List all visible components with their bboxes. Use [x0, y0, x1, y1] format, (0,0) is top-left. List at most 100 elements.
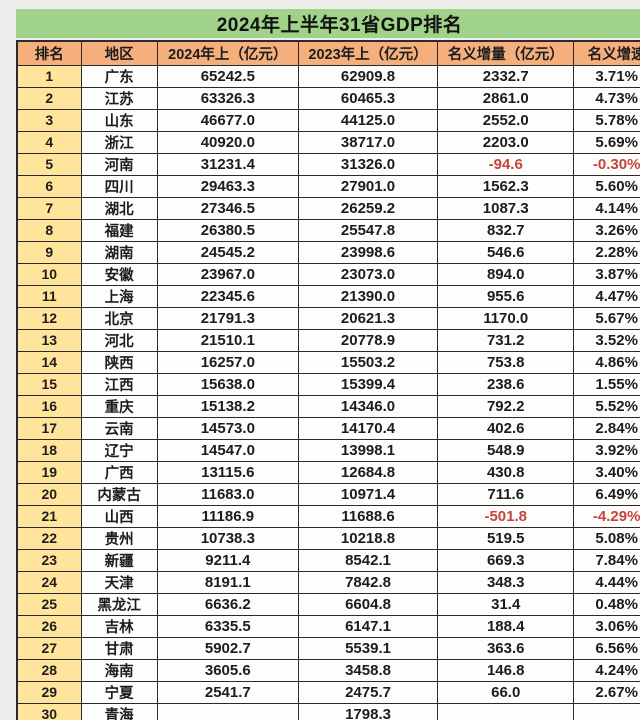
cell-gdp-2023: 25547.8: [297, 218, 439, 242]
cell-nominal-rate: 5.67%: [573, 306, 640, 330]
gdp-ranking-table: 2024年上半年31省GDP排名 排名 地区 2024年上（亿元） 2023年上…: [16, 9, 640, 720]
cell-nominal-rate: 5.08%: [573, 526, 640, 550]
cell-nominal-gain: 955.6: [437, 284, 575, 308]
cell-nominal-rate: 4.86%: [573, 350, 640, 374]
table-row: 6 四川 29463.3 27901.0 1562.3 5.60%: [16, 174, 640, 198]
cell-nominal-rate: -4.29%: [573, 504, 640, 528]
cell-nominal-gain: 894.0: [437, 262, 575, 286]
cell-gdp-2024: 8191.1: [156, 570, 299, 594]
cell-region: 浙江: [80, 130, 158, 154]
cell-rank: 9: [16, 240, 82, 264]
table-row: 19 广西 13115.6 12684.8 430.8 3.40%: [16, 460, 640, 484]
cell-gdp-2023: 31326.0: [297, 152, 439, 176]
cell-nominal-gain: 711.6: [437, 482, 575, 506]
table-row: 26 吉林 6335.5 6147.1 188.4 3.06%: [16, 614, 640, 638]
table-row: 25 黑龙江 6636.2 6604.8 31.4 0.48%: [16, 592, 640, 616]
cell-nominal-rate: 3.06%: [573, 614, 640, 638]
cell-nominal-rate: 3.87%: [573, 262, 640, 286]
cell-rank: 28: [16, 658, 82, 682]
cell-nominal-rate: -0.30%: [573, 152, 640, 176]
cell-gdp-2024: 13115.6: [156, 460, 299, 484]
cell-gdp-2023: 13998.1: [297, 438, 439, 462]
table-row: 7 湖北 27346.5 26259.2 1087.3 4.14%: [16, 196, 640, 220]
cell-nominal-gain: 402.6: [437, 416, 575, 440]
cell-region: 海南: [80, 658, 158, 682]
cell-nominal-gain: 753.8: [437, 350, 575, 374]
cell-rank: 3: [16, 108, 82, 132]
cell-rank: 26: [16, 614, 82, 638]
cell-gdp-2023: 10218.8: [297, 526, 439, 550]
cell-nominal-rate: 2.67%: [573, 680, 640, 704]
cell-nominal-gain: 31.4: [437, 592, 575, 616]
cell-gdp-2023: 14170.4: [297, 416, 439, 440]
cell-rank: 18: [16, 438, 82, 462]
cell-gdp-2023: 62909.8: [297, 64, 439, 88]
cell-region: 湖北: [80, 196, 158, 220]
cell-nominal-gain: -501.8: [437, 504, 575, 528]
cell-nominal-rate: 5.69%: [573, 130, 640, 154]
table-row: 1 广东 65242.5 62909.8 2332.7 3.71%: [16, 64, 640, 88]
cell-region: 重庆: [80, 394, 158, 418]
cell-gdp-2023: 60465.3: [297, 86, 439, 110]
cell-gdp-2023: 20621.3: [297, 306, 439, 330]
cell-nominal-gain: 1087.3: [437, 196, 575, 220]
cell-nominal-gain: [437, 702, 575, 720]
cell-gdp-2023: 23998.6: [297, 240, 439, 264]
cell-rank: 23: [16, 548, 82, 572]
cell-nominal-rate: 1.55%: [573, 372, 640, 396]
cell-gdp-2024: 10738.3: [156, 526, 299, 550]
cell-gdp-2024: 14547.0: [156, 438, 299, 462]
cell-nominal-rate: 4.47%: [573, 284, 640, 308]
cell-nominal-rate: 7.84%: [573, 548, 640, 572]
cell-rank: 4: [16, 130, 82, 154]
cell-region: 山西: [80, 504, 158, 528]
table-row: 2 江苏 63326.3 60465.3 2861.0 4.73%: [16, 86, 640, 110]
cell-nominal-gain: 832.7: [437, 218, 575, 242]
cell-gdp-2024: 27346.5: [156, 196, 299, 220]
cell-gdp-2024: 15638.0: [156, 372, 299, 396]
cell-gdp-2023: 26259.2: [297, 196, 439, 220]
cell-region: 甘肃: [80, 636, 158, 660]
cell-nominal-rate: 3.40%: [573, 460, 640, 484]
cell-nominal-gain: 669.3: [437, 548, 575, 572]
table-row: 20 内蒙古 11683.0 10971.4 711.6 6.49%: [16, 482, 640, 506]
cell-gdp-2024: 6636.2: [156, 592, 299, 616]
cell-rank: 21: [16, 504, 82, 528]
cell-gdp-2024: 21510.1: [156, 328, 299, 352]
cell-rank: 10: [16, 262, 82, 286]
cell-gdp-2023: 6147.1: [297, 614, 439, 638]
cell-nominal-gain: 238.6: [437, 372, 575, 396]
cell-rank: 6: [16, 174, 82, 198]
cell-gdp-2024: 21791.3: [156, 306, 299, 330]
cell-rank: 13: [16, 328, 82, 352]
cell-nominal-rate: [573, 702, 640, 720]
cell-rank: 12: [16, 306, 82, 330]
cell-nominal-gain: 731.2: [437, 328, 575, 352]
cell-region: 安徽: [80, 262, 158, 286]
cell-gdp-2023: 3458.8: [297, 658, 439, 682]
cell-gdp-2024: [156, 702, 299, 720]
cell-gdp-2024: 46677.0: [156, 108, 299, 132]
cell-region: 河北: [80, 328, 158, 352]
cell-nominal-gain: 188.4: [437, 614, 575, 638]
cell-nominal-rate: 3.26%: [573, 218, 640, 242]
cell-rank: 11: [16, 284, 82, 308]
cell-region: 辽宁: [80, 438, 158, 462]
cell-nominal-gain: 146.8: [437, 658, 575, 682]
col-header-nominal-rate: 名义增速: [573, 40, 640, 66]
cell-region: 新疆: [80, 548, 158, 572]
cell-nominal-rate: 5.52%: [573, 394, 640, 418]
cell-nominal-rate: 4.24%: [573, 658, 640, 682]
cell-gdp-2023: 12684.8: [297, 460, 439, 484]
cell-gdp-2024: 16257.0: [156, 350, 299, 374]
cell-rank: 27: [16, 636, 82, 660]
cell-gdp-2024: 22345.6: [156, 284, 299, 308]
table-row: 17 云南 14573.0 14170.4 402.6 2.84%: [16, 416, 640, 440]
cell-gdp-2024: 29463.3: [156, 174, 299, 198]
cell-nominal-rate: 3.92%: [573, 438, 640, 462]
table-row: 13 河北 21510.1 20778.9 731.2 3.52%: [16, 328, 640, 352]
cell-rank: 1: [16, 64, 82, 88]
cell-nominal-gain: 430.8: [437, 460, 575, 484]
cell-nominal-gain: 2861.0: [437, 86, 575, 110]
cell-gdp-2023: 8542.1: [297, 548, 439, 572]
